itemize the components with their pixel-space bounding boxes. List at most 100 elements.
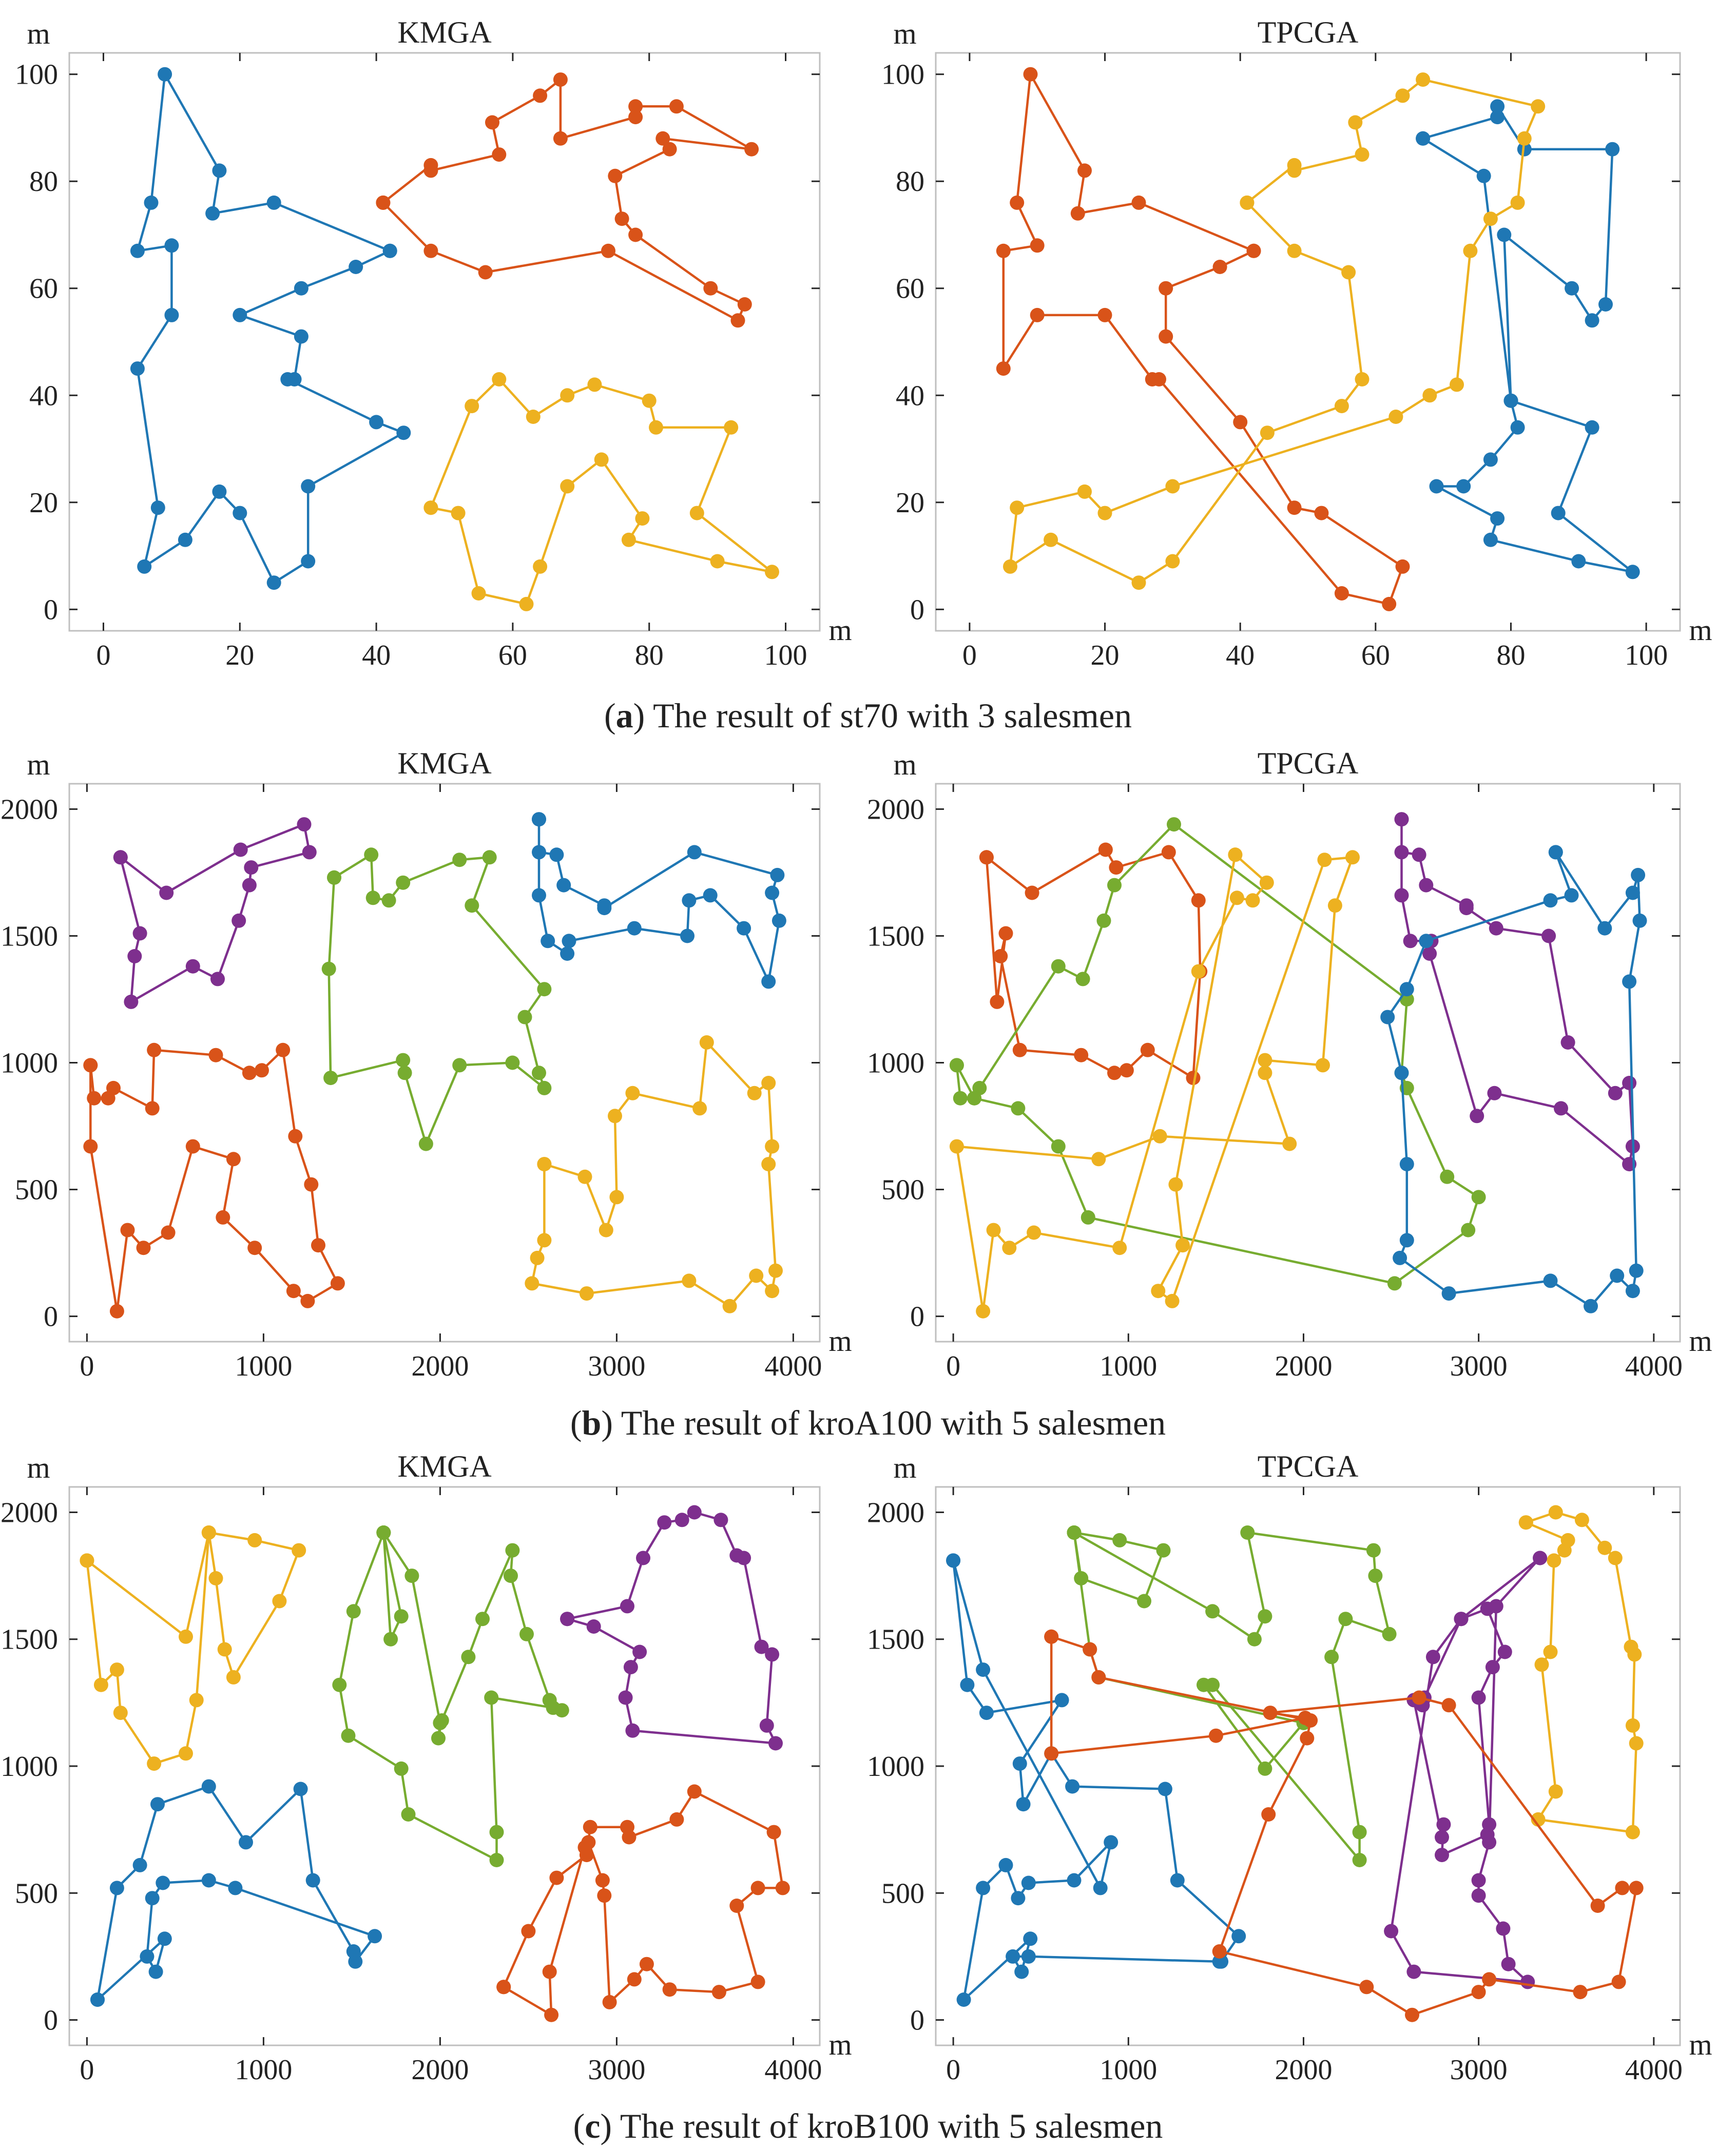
city-point <box>1051 959 1066 974</box>
city-point <box>1170 1873 1185 1888</box>
city-point <box>1510 195 1525 210</box>
x-tick-label: 1000 <box>235 1350 292 1382</box>
route-line <box>89 1049 339 1312</box>
city-point <box>542 1693 557 1708</box>
city-point <box>1137 1594 1151 1609</box>
route-series <box>376 72 759 328</box>
city-point <box>321 961 336 976</box>
city-point <box>1419 934 1434 949</box>
city-point <box>255 1063 269 1078</box>
city-point <box>775 1881 790 1895</box>
city-point <box>1334 399 1349 414</box>
city-point <box>1186 1071 1201 1086</box>
city-point <box>1023 67 1038 82</box>
city-point <box>699 1035 714 1050</box>
route-line <box>1050 1635 1637 2016</box>
chart-b-kmga: KMGA 0 1000 2000 3000 4000 0 500 1000 1500 2000 m m <box>1 746 852 1382</box>
city-point <box>90 1992 105 2007</box>
city-point <box>383 1632 398 1647</box>
city-point <box>956 1992 971 2007</box>
plot-frame <box>68 783 821 1343</box>
route-series <box>130 67 411 590</box>
city-point <box>1081 1210 1095 1225</box>
x-tick-label: 60 <box>498 640 527 671</box>
city-point <box>266 575 281 590</box>
city-point <box>744 142 759 157</box>
city-point <box>553 72 568 87</box>
city-point <box>623 1660 638 1675</box>
city-point <box>1625 1718 1640 1733</box>
city-point <box>1625 1825 1640 1840</box>
city-point <box>761 974 776 989</box>
city-point <box>301 479 316 494</box>
y-tick-label: 0 <box>44 594 58 626</box>
city-point <box>1622 1076 1637 1090</box>
city-point <box>205 206 220 221</box>
city-point <box>266 195 281 210</box>
city-point <box>765 565 779 579</box>
city-point <box>632 1644 647 1659</box>
route-series <box>1518 1505 1644 1840</box>
city-point <box>1483 211 1498 226</box>
x-tick-label: 40 <box>1226 640 1255 671</box>
city-point <box>687 845 702 860</box>
city-point <box>1119 1063 1134 1078</box>
city-point <box>1145 372 1160 386</box>
caption-a-letter: a <box>616 696 633 735</box>
city-point <box>1016 1797 1031 1812</box>
city-point <box>1159 281 1173 296</box>
city-point <box>990 994 1005 1009</box>
city-point <box>1355 372 1369 386</box>
city-point <box>376 195 391 210</box>
city-point <box>1441 1698 1456 1713</box>
route-series <box>1394 812 1640 1172</box>
city-point <box>148 1964 163 1979</box>
city-point <box>549 1870 564 1885</box>
city-point <box>1011 1101 1026 1116</box>
city-point <box>765 1647 780 1662</box>
route-line <box>537 819 781 983</box>
x-tick-label: 20 <box>225 640 254 671</box>
chart-title: TPCGA <box>1258 15 1359 49</box>
y-axis-label: m <box>27 1451 50 1484</box>
city-point <box>1140 1042 1155 1057</box>
city-point <box>179 1746 193 1761</box>
city-point <box>1012 1042 1027 1057</box>
city-point <box>1030 238 1045 253</box>
city-point <box>669 1812 684 1827</box>
city-point <box>130 243 145 258</box>
city-point <box>1191 893 1206 908</box>
city-point <box>1345 850 1360 865</box>
city-point <box>1405 2007 1419 2022</box>
city-point <box>489 1853 504 1867</box>
city-point <box>1560 1533 1575 1547</box>
city-point <box>226 1670 241 1685</box>
city-point <box>1625 565 1640 579</box>
city-point <box>976 1881 991 1895</box>
city-point <box>621 532 636 547</box>
city-point <box>210 972 225 986</box>
x-tick-label: 1000 <box>1100 1350 1157 1382</box>
city-point <box>423 243 438 258</box>
city-point <box>1463 243 1478 258</box>
city-point <box>1156 1543 1171 1558</box>
city-point <box>106 1080 121 1095</box>
city-point <box>993 949 1008 963</box>
city-point <box>1197 1677 1211 1692</box>
city-point <box>750 1881 765 1895</box>
city-point <box>1625 885 1640 900</box>
city-point <box>710 554 725 569</box>
city-point <box>1352 1825 1367 1840</box>
route-series <box>979 842 1208 1086</box>
city-point <box>471 586 486 601</box>
y-tick-label: 2000 <box>1 1497 58 1528</box>
city-point <box>1112 1241 1127 1255</box>
route-line <box>1073 1531 1391 1862</box>
city-point <box>556 878 571 893</box>
x-tick-label: 0 <box>80 1350 94 1382</box>
city-point <box>1010 500 1025 515</box>
city-point <box>327 870 341 885</box>
city-point <box>765 1139 780 1154</box>
city-point <box>1605 142 1620 157</box>
city-point <box>560 946 575 961</box>
